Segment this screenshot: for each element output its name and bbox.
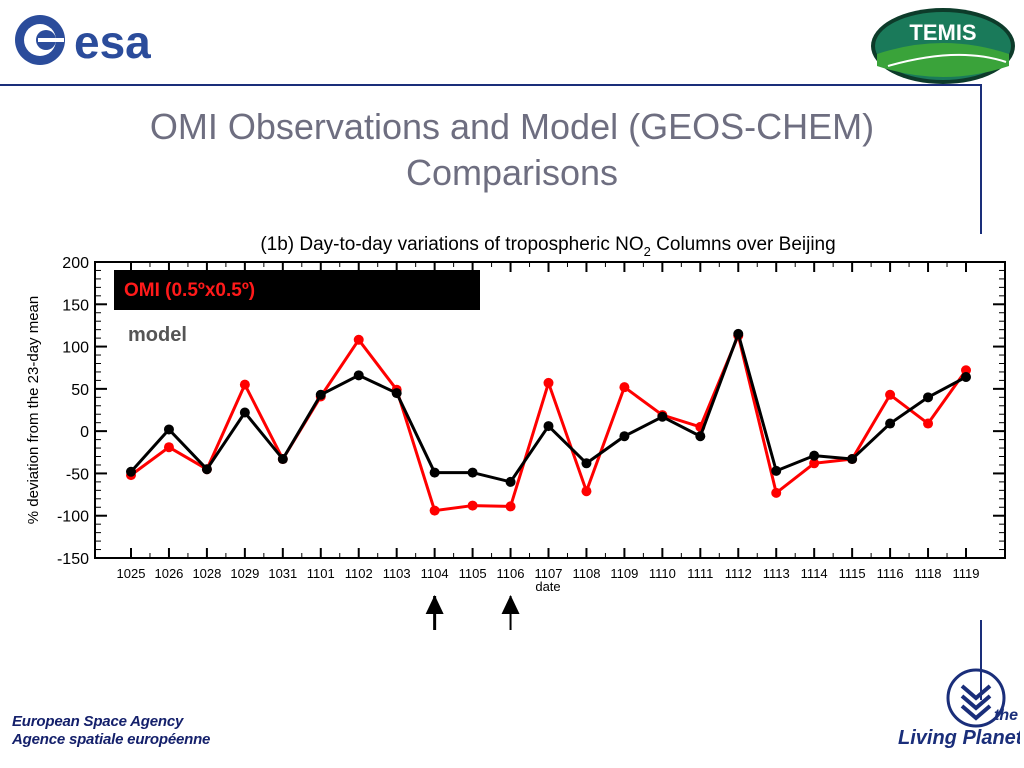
x-tick-label: 1103 [383,566,411,581]
x-tick-label: 1109 [610,566,638,581]
x-axis-label: date [535,579,560,594]
esa-logo-text: esa [74,16,151,68]
header-rule [0,84,982,86]
x-tick-label: 1107 [535,566,563,581]
x-tick-label: 1118 [915,566,942,581]
x-tick-label: 1116 [877,566,904,581]
chart: (1b) Day-to-day variations of tropospher… [25,234,1006,630]
data-point-omi [239,379,250,390]
data-point-omi [467,500,478,511]
data-point-model [163,424,174,435]
temis-logo-text: TEMIS [909,20,976,45]
y-axis-label: % deviation from the 23-day mean [25,296,42,524]
data-point-model [581,458,592,469]
data-point-omi [353,334,364,345]
data-point-model [733,328,744,339]
footer-agency-fr: Agence spatiale européenne [12,731,211,748]
x-tick-label: 1114 [801,566,828,581]
x-tick-label: 1102 [345,566,373,581]
x-tick-label: 1104 [421,566,449,581]
data-point-model [961,372,971,383]
data-point-model [543,421,554,432]
data-point-model [923,392,934,403]
y-tick-label: -150 [57,551,89,568]
legend-box [114,270,480,310]
data-point-omi [923,418,934,429]
data-point-model [619,431,630,442]
living-planet-the: the [994,707,1018,724]
esa-logo: esa [15,15,151,68]
data-point-model [467,467,478,478]
chart-title-sub: 2 [644,244,651,259]
x-tick-label: 1029 [230,566,259,581]
data-point-omi [505,501,516,512]
plot-frame [94,261,1006,559]
data-point-model [201,464,212,475]
y-tick-label: 150 [62,297,89,314]
data-point-omi [163,442,174,453]
data-point-model [847,454,858,465]
slide-title: OMI Observations and Model (GEOS-CHEM) C… [60,104,964,196]
x-tick-label: 1108 [572,566,600,581]
x-tick-label: 1112 [725,566,752,581]
data-point-model [657,411,668,422]
x-tick-label: 1028 [192,566,221,581]
side-rule-top [980,84,982,234]
x-tick-label: 1026 [154,566,183,581]
data-point-model [315,389,326,400]
y-tick-label: 0 [80,424,89,441]
chart-title: (1b) Day-to-day variations of tropospher… [260,234,835,259]
data-point-model [771,465,782,476]
data-point-omi [581,486,592,497]
slide-title-line2: Comparisons [405,152,619,193]
x-tick-label: 1115 [839,566,866,581]
y-tick-label: 100 [62,340,89,357]
legend-model-label: model [128,324,187,346]
slide-title-line1: OMI Observations and Model (GEOS-CHEM) [149,106,875,147]
data-point-model [353,370,364,381]
data-point-model [391,388,402,399]
x-tick-label: 1105 [459,566,487,581]
data-point-omi [771,487,782,498]
data-point-omi [619,382,630,393]
living-planet-text: Living Planet [898,727,1020,749]
chart-title-main: (1b) Day-to-day variations of tropospher… [260,234,643,255]
y-tick-label: -50 [66,466,89,483]
data-point-model [885,418,896,429]
x-tick-label: 1111 [687,566,713,581]
data-point-model [277,454,288,465]
arrow-head-1104 [425,595,444,614]
x-tick-label: 1106 [497,566,525,581]
x-tick-label: 1031 [268,566,297,581]
living-planet-logo: the Living Planet [898,668,1020,749]
chart-title-rest: Columns over Beijing [651,234,836,255]
y-tick-label: 200 [62,255,89,272]
data-point-omi [885,389,896,400]
x-tick-label: 1101 [307,566,335,581]
x-tick-label: 1119 [953,566,980,581]
x-tick-label: 1110 [649,566,676,581]
data-point-model [126,466,136,477]
data-point-model [429,467,440,478]
data-point-model [239,407,250,418]
data-point-omi [543,377,554,388]
legend-omi-label: OMI (0.5ºx0.5º) [124,280,256,301]
x-tick-label: 1113 [763,566,790,581]
footer-agency-en: European Space Agency [12,713,184,730]
arrow-head-1106 [501,595,520,614]
y-tick-label: 50 [71,382,89,399]
footer-agency: European Space Agency Agence spatiale eu… [12,713,210,749]
data-point-model [505,476,516,487]
data-point-model [809,450,820,461]
data-point-model [695,431,706,442]
side-rule-bottom [980,620,982,700]
y-tick-label: -100 [57,509,89,526]
x-tick-label: 1025 [117,566,146,581]
data-point-omi [809,458,820,469]
temis-logo: TEMIS [871,8,1015,84]
data-point-omi [429,505,440,516]
